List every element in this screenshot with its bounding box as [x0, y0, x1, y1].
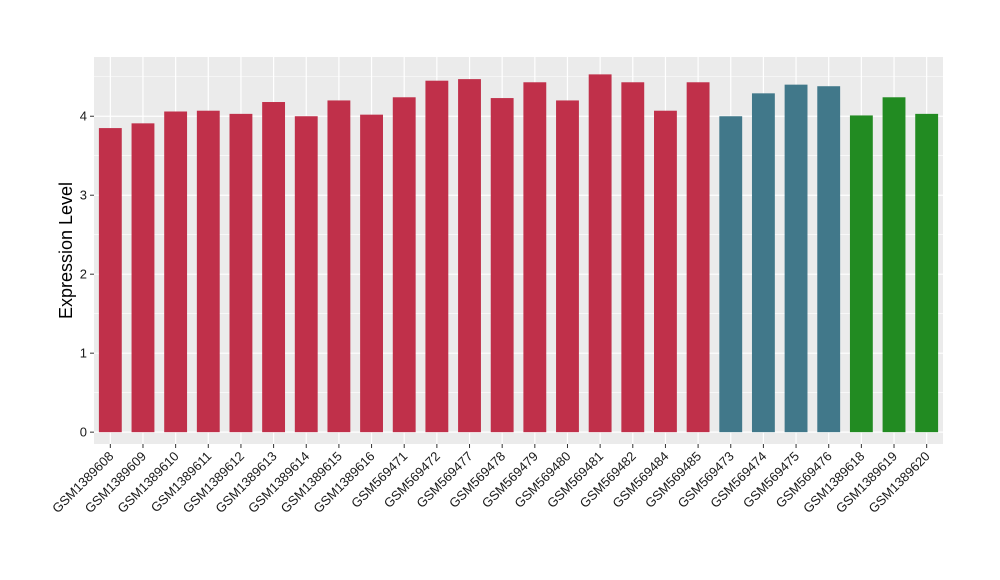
bar-gsm569474 — [751, 93, 775, 433]
bar-gsm569475 — [784, 84, 808, 433]
y-axis: 0 1 2 3 4 — [80, 109, 94, 440]
y-tick-label: 4 — [80, 109, 87, 124]
bar-gsm1389614 — [294, 116, 318, 433]
bar-gsm1389616 — [360, 114, 383, 433]
bar-gsm569479 — [523, 82, 547, 433]
bar-gsm569478 — [490, 98, 514, 433]
bar-gsm569480 — [556, 100, 579, 433]
bar-gsm1389610 — [164, 111, 188, 433]
bar-gsm1389618 — [849, 115, 873, 433]
bar-gsm1389609 — [131, 123, 155, 433]
y-tick-label: 2 — [80, 267, 87, 282]
bar-gsm1389615 — [327, 100, 351, 433]
x-axis: GSM1389608GSM1389609GSM1389610GSM1389611… — [49, 444, 933, 516]
bar-gsm1389611 — [196, 110, 220, 433]
bar-gsm1389613 — [262, 102, 286, 433]
y-tick-label: 0 — [80, 425, 87, 440]
bar-gsm569477 — [458, 79, 481, 433]
bar-gsm1389620 — [915, 113, 939, 433]
bar-gsm569476 — [817, 86, 841, 433]
y-axis-title: Expression Level — [56, 182, 76, 319]
bar-gsm569471 — [392, 97, 416, 433]
bar-gsm569482 — [621, 82, 645, 433]
bar-gsm569473 — [719, 116, 743, 433]
y-tick-label: 3 — [80, 188, 87, 203]
bar-gsm569481 — [588, 74, 612, 433]
bar-gsm569472 — [425, 80, 449, 433]
bar-gsm1389619 — [882, 97, 906, 433]
y-tick-label: 1 — [80, 346, 87, 361]
plot-panel — [94, 57, 943, 444]
bar-gsm1389612 — [229, 113, 253, 433]
bar-gsm569484 — [654, 110, 677, 433]
bars — [98, 74, 939, 433]
bar-gsm1389608 — [98, 128, 122, 433]
bar-gsm569485 — [686, 82, 710, 433]
